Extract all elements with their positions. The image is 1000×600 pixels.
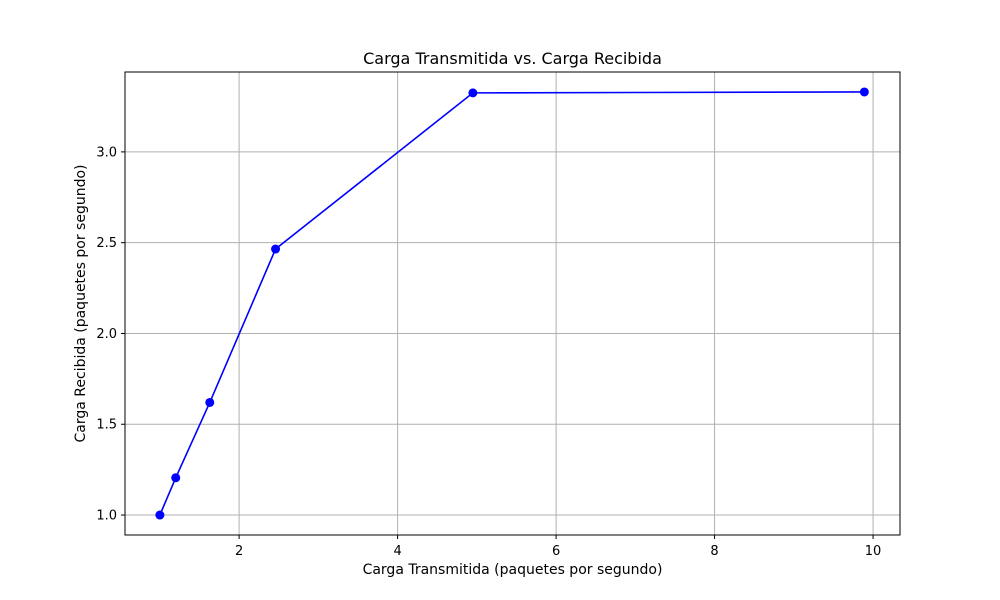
x-tick-label: 8 [710,544,718,559]
x-axis-ticks: 2 4 6 8 10 [235,535,881,559]
x-tick-label: 10 [865,544,882,559]
axes-frame [124,71,901,536]
y-tick-label: 2.0 [96,327,117,342]
y-tick-label: 3.0 [96,145,117,160]
data-point [468,88,478,98]
x-tick-label: 6 [552,544,560,559]
x-tick-label: 4 [393,544,401,559]
y-tick-label: 1.0 [96,509,117,524]
y-tick-label: 1.5 [96,418,117,433]
data-point [271,244,281,254]
series-layer [155,87,869,520]
x-axis-label: Carga Transmitida (paquetes por segundo) [363,562,663,578]
data-point [205,397,215,407]
data-point [155,510,165,520]
data-point [171,473,181,483]
grid [125,72,900,535]
x-tick-label: 2 [235,544,243,559]
y-axis-ticks: 1.0 1.5 2.0 2.5 3.0 [96,145,125,524]
data-point [859,87,869,97]
series-line [159,91,865,516]
y-axis-label: Carga Recibida (paquetes por segundo) [73,164,89,442]
y-tick-label: 2.5 [96,236,117,251]
chart-title: Carga Transmitida vs. Carga Recibida [363,49,662,68]
